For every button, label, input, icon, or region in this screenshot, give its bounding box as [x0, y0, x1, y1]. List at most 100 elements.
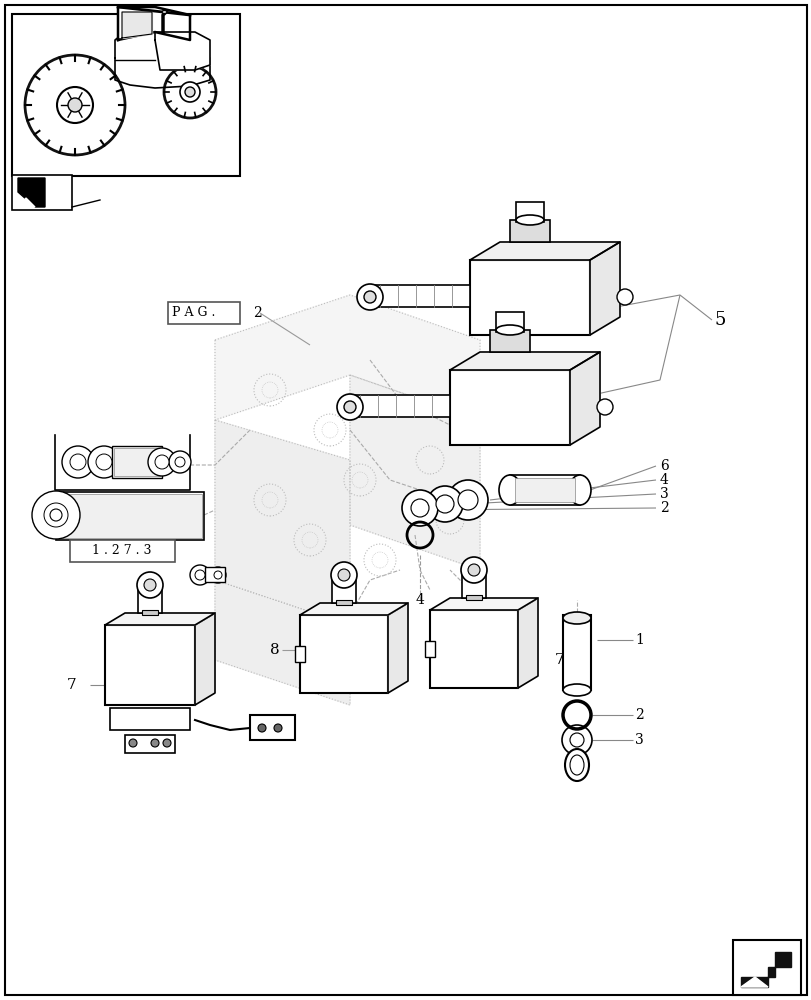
Polygon shape — [155, 32, 210, 70]
Bar — [509, 220, 549, 242]
Bar — [204, 567, 225, 582]
Circle shape — [96, 454, 112, 470]
Circle shape — [88, 446, 120, 478]
Circle shape — [457, 490, 478, 510]
Circle shape — [32, 491, 80, 539]
Ellipse shape — [569, 755, 583, 775]
Polygon shape — [18, 198, 35, 207]
Polygon shape — [470, 242, 620, 260]
Text: 1: 1 — [634, 633, 643, 647]
Bar — [430, 610, 517, 688]
Polygon shape — [18, 178, 45, 207]
Text: 6: 6 — [659, 459, 668, 473]
Ellipse shape — [562, 684, 590, 696]
Bar — [332, 578, 355, 603]
Circle shape — [25, 55, 125, 155]
Bar — [449, 370, 569, 445]
Circle shape — [44, 503, 68, 527]
Bar — [350, 395, 449, 417]
Polygon shape — [740, 952, 790, 987]
Circle shape — [357, 284, 383, 310]
Bar — [168, 302, 240, 324]
Bar — [70, 540, 175, 562]
Circle shape — [337, 394, 363, 420]
Bar — [109, 708, 190, 730]
Bar — [461, 573, 486, 598]
Bar — [138, 588, 162, 613]
Ellipse shape — [496, 325, 523, 335]
Circle shape — [427, 486, 462, 522]
Circle shape — [180, 82, 200, 102]
Circle shape — [461, 557, 487, 583]
Ellipse shape — [162, 11, 167, 14]
Circle shape — [467, 564, 479, 576]
Circle shape — [210, 567, 225, 583]
Bar — [299, 615, 388, 693]
Circle shape — [137, 572, 163, 598]
Ellipse shape — [562, 612, 590, 624]
Ellipse shape — [499, 475, 521, 505]
Bar — [732, 940, 800, 995]
Circle shape — [68, 98, 82, 112]
Circle shape — [164, 66, 216, 118]
Circle shape — [57, 87, 93, 123]
Circle shape — [144, 579, 156, 591]
Text: 2: 2 — [659, 501, 668, 515]
Text: 3: 3 — [634, 733, 643, 747]
Bar — [424, 641, 435, 657]
Bar — [112, 446, 162, 478]
Bar — [562, 615, 590, 690]
Text: 4: 4 — [659, 473, 668, 487]
Circle shape — [185, 87, 195, 97]
Bar — [142, 610, 158, 615]
Circle shape — [596, 399, 612, 415]
Text: 4: 4 — [415, 593, 424, 607]
Bar — [515, 202, 543, 222]
Bar — [12, 14, 240, 176]
Circle shape — [436, 495, 453, 513]
Circle shape — [616, 289, 633, 305]
Bar — [466, 595, 482, 600]
Circle shape — [344, 401, 355, 413]
Bar — [105, 625, 195, 705]
Polygon shape — [105, 613, 215, 625]
Polygon shape — [122, 12, 152, 38]
Circle shape — [448, 480, 487, 520]
Ellipse shape — [515, 215, 543, 225]
Text: 8: 8 — [270, 643, 280, 657]
Text: 3: 3 — [659, 487, 668, 501]
Bar — [514, 478, 574, 502]
Circle shape — [148, 448, 176, 476]
Bar — [370, 285, 470, 307]
Bar — [509, 475, 579, 505]
Polygon shape — [569, 352, 599, 445]
Circle shape — [151, 739, 159, 747]
Polygon shape — [215, 295, 479, 420]
Text: 7: 7 — [554, 653, 564, 667]
Bar — [336, 600, 351, 605]
Circle shape — [50, 509, 62, 521]
Polygon shape — [740, 977, 767, 987]
Bar — [58, 494, 202, 538]
Bar — [125, 735, 175, 753]
Text: 7: 7 — [67, 678, 76, 692]
Circle shape — [155, 455, 169, 469]
Polygon shape — [590, 242, 620, 335]
Circle shape — [70, 454, 86, 470]
Bar — [114, 448, 160, 476]
Polygon shape — [430, 598, 538, 610]
Text: P A G .: P A G . — [172, 306, 215, 320]
Circle shape — [195, 570, 204, 580]
Circle shape — [363, 291, 375, 303]
Bar — [56, 492, 204, 540]
Polygon shape — [388, 603, 407, 693]
Circle shape — [163, 739, 171, 747]
Text: 2: 2 — [253, 306, 261, 320]
Text: 2: 2 — [634, 708, 643, 722]
Text: 1 . 2 7 . 3: 1 . 2 7 . 3 — [92, 544, 152, 558]
Polygon shape — [195, 613, 215, 705]
Polygon shape — [215, 420, 350, 625]
Polygon shape — [215, 580, 350, 705]
Polygon shape — [115, 32, 210, 88]
Bar — [496, 312, 523, 332]
